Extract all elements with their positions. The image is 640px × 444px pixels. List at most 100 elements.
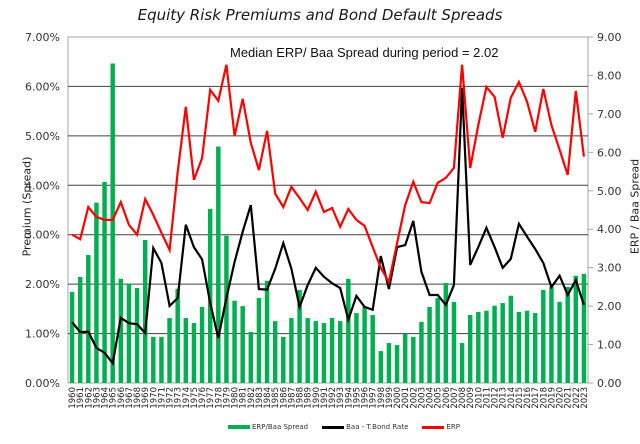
bar <box>394 344 400 383</box>
bar <box>329 318 335 383</box>
x-tick-label: 1965 <box>109 387 119 409</box>
y-tick-left: 5.00% <box>25 130 60 143</box>
y-tick-right: 4.00 <box>597 223 622 236</box>
erp-line <box>71 64 585 286</box>
bar <box>573 275 579 383</box>
bar <box>370 314 375 383</box>
legend-swatch-green <box>228 425 250 429</box>
x-tick-label: 1974 <box>182 387 192 409</box>
x-tick-label: 1963 <box>92 387 102 409</box>
x-tick-label: 2000 <box>393 387 403 409</box>
x-tick-label: 2007 <box>450 387 460 409</box>
bar <box>134 288 140 383</box>
x-tick-label: 1986 <box>279 387 289 409</box>
x-tick-label: 2001 <box>401 387 411 409</box>
y-tick-right: 8.00 <box>597 69 622 82</box>
x-tick-label: 2004 <box>426 387 436 409</box>
x-tick-label: 2022 <box>572 387 582 409</box>
x-tick-label: 1964 <box>101 387 111 409</box>
chart-title: Equity Risk Premiums and Bond Default Sp… <box>137 6 503 24</box>
x-tick-label: 1995 <box>352 387 362 409</box>
x-tick-label: 2009 <box>466 387 476 409</box>
x-tick-label: 1988 <box>296 387 306 409</box>
bar <box>232 300 237 383</box>
x-tick-label: 1993 <box>336 387 346 409</box>
bar <box>581 273 587 383</box>
bar <box>207 208 213 383</box>
bar <box>86 254 91 383</box>
legend-label: ERP/Baa Spread <box>252 423 309 431</box>
x-tick-label: 1982 <box>247 387 257 409</box>
bar <box>240 306 245 383</box>
x-tick-label: 1961 <box>76 387 86 409</box>
x-tick-label: 1972 <box>166 387 176 409</box>
y-tick-left: 1.00% <box>25 328 60 341</box>
x-tick-label: 1968 <box>133 387 143 409</box>
y-tick-right: 2.00 <box>597 300 622 313</box>
legend-swatch-black <box>322 425 345 429</box>
y-axis-left-title: Premium (Spread) <box>20 156 34 257</box>
x-tick-label: 1984 <box>263 387 273 409</box>
bar <box>118 278 124 383</box>
x-tick-label: 1966 <box>117 387 127 409</box>
bar <box>476 311 481 383</box>
x-tick-label: 1998 <box>377 387 387 409</box>
bar <box>142 239 148 383</box>
bar <box>264 280 270 383</box>
bar <box>337 321 343 383</box>
x-tick-label: 1985 <box>271 387 281 409</box>
x-tick-label: 1977 <box>206 387 216 409</box>
y-axis-right-title: ERP / Baa Spread <box>628 158 640 255</box>
x-tick-label: 1997 <box>369 387 379 409</box>
bar <box>467 314 473 383</box>
x-tick-label: 2002 <box>409 387 419 409</box>
y-tick-right: 3.00 <box>597 262 622 275</box>
bar <box>402 333 408 383</box>
bar <box>126 283 132 383</box>
bar <box>500 303 505 383</box>
bar <box>565 286 570 383</box>
x-tick-label: 1962 <box>84 387 94 409</box>
legend-item-erp: ERP <box>422 423 460 431</box>
bar <box>313 321 319 383</box>
x-tick-label: 1992 <box>328 387 338 409</box>
bar <box>102 181 107 383</box>
x-tick-label: 2015 <box>515 387 525 409</box>
x-tick-label: 2013 <box>499 387 509 409</box>
bar <box>557 301 562 383</box>
bar <box>459 343 465 383</box>
bar <box>159 336 164 383</box>
baa-tbond-line <box>71 87 585 366</box>
bar <box>183 318 189 383</box>
x-tick-label: 2019 <box>547 387 557 409</box>
bar <box>419 321 424 383</box>
x-tick-label: 1969 <box>141 387 151 409</box>
bar <box>321 323 327 383</box>
bar <box>191 323 197 383</box>
bar <box>199 306 205 383</box>
x-tick-label: 1999 <box>385 387 395 409</box>
x-tick-label: 1991 <box>320 387 330 409</box>
bar <box>167 318 172 383</box>
bar <box>524 310 530 383</box>
x-tick-label: 2012 <box>491 387 501 409</box>
x-tick-label: 1967 <box>125 387 135 409</box>
x-tick-label: 1981 <box>239 387 249 409</box>
bar <box>69 291 75 383</box>
y-tick-right: 5.00 <box>597 185 622 198</box>
x-tick-label: 2017 <box>531 387 541 409</box>
bar <box>443 283 449 383</box>
x-tick-label: 1978 <box>214 387 224 409</box>
legend-label: Baa - T.Bond Rate <box>346 423 409 431</box>
bar <box>77 276 83 383</box>
x-tick-label: 1973 <box>174 387 184 409</box>
x-tick-label: 1971 <box>157 387 167 409</box>
bar <box>378 351 384 383</box>
x-tick-label: 2023 <box>580 387 590 409</box>
bar <box>516 311 522 383</box>
bar <box>272 321 278 383</box>
x-tick-label: 2008 <box>458 387 468 409</box>
x-tick-label: 2003 <box>417 387 427 409</box>
legend-item-baa-tbond: Baa - T.Bond Rate <box>322 423 408 431</box>
